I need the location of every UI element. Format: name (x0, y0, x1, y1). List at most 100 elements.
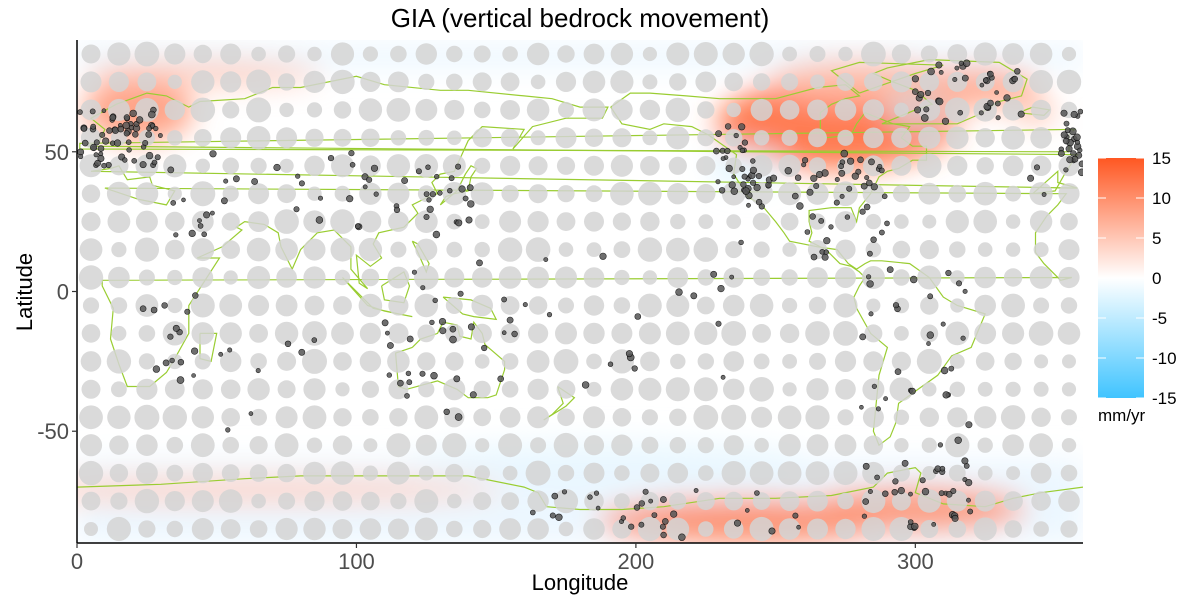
gps-station (458, 291, 463, 296)
gps-station (845, 215, 850, 220)
gps-station (427, 206, 434, 213)
grid-circle (780, 324, 799, 343)
grid-circle (531, 130, 546, 145)
grid-circle (557, 185, 574, 202)
grid-circle (303, 378, 325, 400)
grid-circle (584, 44, 605, 65)
grid-circle (330, 209, 355, 234)
grid-circle (642, 130, 657, 145)
grid-circle (611, 323, 632, 344)
gps-station (902, 460, 908, 466)
grid-circle (614, 270, 629, 285)
grid-circle (473, 72, 492, 91)
grid-circle (191, 433, 215, 457)
gps-station (875, 475, 880, 480)
grid-circle (555, 322, 577, 344)
grid-circle (973, 210, 997, 234)
gps-station (670, 511, 677, 518)
gps-station (862, 514, 867, 519)
grid-circle (780, 100, 800, 120)
grid-circle (778, 461, 802, 485)
grid-circle (167, 521, 183, 537)
grid-circle (501, 185, 518, 202)
grid-circle (725, 129, 742, 146)
grid-circle (783, 382, 797, 396)
grid-circle (359, 294, 383, 318)
grid-circle (584, 212, 604, 232)
grid-circle (638, 294, 662, 318)
grid-circle (863, 128, 884, 149)
grid-circle (978, 242, 993, 257)
grid-circle (389, 408, 407, 426)
gps-station (102, 138, 109, 145)
grid-circle (219, 294, 242, 317)
grid-circle (196, 159, 210, 173)
gps-station (406, 371, 411, 376)
gps-station (746, 203, 750, 207)
gps-station (968, 509, 973, 514)
grid-circle (335, 382, 349, 396)
grid-circle (502, 381, 519, 398)
gps-station (882, 194, 887, 199)
gps-station (621, 516, 626, 521)
grid-circle (302, 349, 327, 374)
grid-circle (138, 520, 155, 537)
gps-station (662, 518, 668, 524)
gps-station (198, 223, 203, 228)
grid-circle (527, 490, 548, 511)
grid-circle (361, 129, 379, 147)
grid-circle (1003, 491, 1023, 511)
gps-station (953, 77, 957, 81)
gps-station (507, 317, 513, 323)
grid-circle (275, 238, 298, 261)
gps-station (942, 118, 949, 125)
grid-circle (864, 436, 883, 455)
grid-circle (446, 521, 463, 538)
grid-circle (390, 242, 406, 258)
grid-circle (782, 130, 798, 146)
gps-station (738, 124, 745, 131)
grid-circle (891, 128, 911, 148)
grid-circle (446, 74, 463, 91)
grid-circle (639, 322, 661, 344)
grid-circle (666, 98, 690, 122)
gps-station (1064, 168, 1069, 173)
grid-circle (949, 185, 967, 203)
grid-circle (584, 156, 604, 176)
grid-circle (557, 380, 576, 399)
grid-circle (978, 438, 993, 453)
grid-circle (501, 129, 519, 147)
grid-circle (643, 47, 657, 61)
gps-station (228, 348, 232, 352)
gps-station (734, 133, 739, 138)
grid-circle (583, 71, 606, 94)
grid-circle (165, 240, 185, 260)
gps-station (740, 148, 745, 153)
grid-circle (917, 349, 942, 374)
x-ticks: 0 100 200 300 (71, 543, 934, 574)
grid-circle (527, 43, 549, 65)
gps-station (402, 178, 408, 184)
gps-station (1042, 192, 1046, 196)
grid-circle (135, 42, 160, 67)
gps-station (961, 336, 966, 341)
gps-station (718, 285, 725, 292)
gps-station (299, 181, 304, 186)
gps-station (966, 498, 970, 502)
grid-circle (810, 75, 825, 90)
grid-circle (138, 73, 157, 92)
grid-circle (975, 491, 996, 512)
grid-circle (139, 270, 155, 286)
grid-circle (557, 212, 576, 231)
gps-station (847, 158, 854, 165)
gps-station (868, 489, 872, 493)
grid-circle (529, 296, 547, 314)
gps-station (502, 297, 507, 302)
grid-circle (415, 99, 437, 121)
grid-circle (894, 103, 909, 118)
gps-station (140, 306, 146, 312)
gps-station (146, 132, 152, 138)
gps-station (1078, 109, 1083, 114)
gps-station (858, 157, 864, 163)
x-tick-label: 100 (338, 549, 375, 574)
